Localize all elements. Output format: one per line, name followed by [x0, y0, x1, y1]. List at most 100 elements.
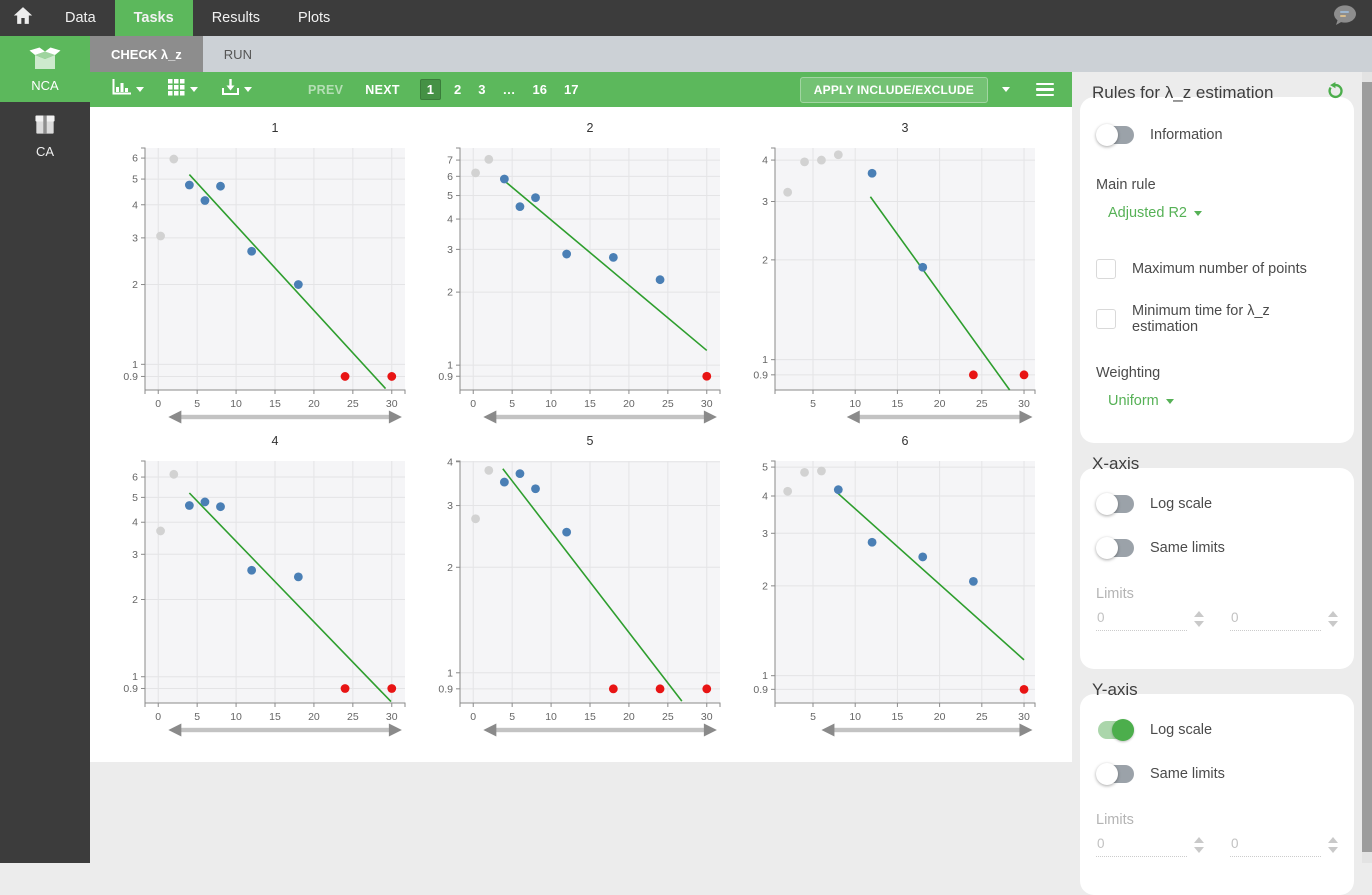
excluded-point[interactable] [655, 684, 665, 694]
included-point[interactable] [968, 576, 978, 586]
tab-check-lambda-z[interactable]: CHECK λ_z [90, 36, 203, 72]
subplot-5[interactable]: 5 0 5 10 15 20 25 30 4 3 2 1 0.9 [415, 428, 730, 738]
subplot-3[interactable]: 3 5 10 15 20 25 30 4 3 2 1 0.9 [730, 115, 1045, 425]
tab-run[interactable]: RUN [223, 46, 252, 62]
time-range-slider[interactable] [821, 723, 1033, 737]
y-limit-max-input[interactable] [1230, 836, 1321, 857]
nav-item-results[interactable]: Results [211, 10, 261, 26]
included-point[interactable] [499, 174, 509, 184]
ignored-point[interactable] [800, 157, 809, 167]
x-limit-max-stepper[interactable] [1328, 611, 1338, 631]
included-point[interactable] [562, 527, 572, 537]
included-point[interactable] [833, 485, 843, 495]
ignored-point[interactable] [800, 467, 809, 477]
scrollbar-thumb[interactable] [1362, 82, 1372, 852]
ignored-point[interactable] [169, 469, 179, 479]
time-range-slider[interactable] [168, 723, 402, 737]
ignored-point[interactable] [817, 466, 826, 476]
included-point[interactable] [655, 275, 665, 285]
apply-dropdown-caret-icon[interactable] [1002, 87, 1010, 92]
included-point[interactable] [531, 484, 540, 494]
nav-item-plots[interactable]: Plots [298, 10, 331, 26]
included-point[interactable] [562, 249, 572, 259]
x-log-scale-toggle[interactable] [1096, 492, 1134, 516]
included-point[interactable] [499, 477, 509, 487]
grid-layout-button[interactable] [168, 78, 198, 101]
excluded-point[interactable] [702, 684, 712, 694]
time-range-slider[interactable] [168, 410, 402, 424]
excluded-point[interactable] [1019, 370, 1029, 380]
y-limit-min-stepper[interactable] [1194, 837, 1204, 857]
included-point[interactable] [247, 246, 257, 256]
main-rule-select[interactable]: Adjusted R2 [1108, 205, 1338, 221]
included-point[interactable] [515, 202, 525, 212]
included-point[interactable] [918, 262, 928, 272]
panel-scrollbar[interactable] [1362, 72, 1372, 863]
excluded-point[interactable] [340, 372, 350, 381]
excluded-point[interactable] [387, 372, 397, 381]
page-button-16[interactable]: 16 [532, 82, 547, 97]
export-button[interactable] [222, 79, 252, 100]
ignored-point[interactable] [783, 187, 793, 197]
toolbar-menu-button[interactable] [1036, 82, 1054, 97]
ignored-point[interactable] [471, 168, 480, 178]
prev-page-button[interactable]: PREV [308, 82, 344, 97]
excluded-point[interactable] [702, 371, 712, 381]
y-same-limits-toggle[interactable] [1096, 762, 1134, 786]
included-point[interactable] [200, 497, 210, 507]
excluded-point[interactable] [387, 684, 397, 693]
apply-include-exclude-button[interactable]: APPLY INCLUDE/EXCLUDE [799, 76, 988, 103]
ignored-point[interactable] [156, 526, 165, 536]
page-button-3[interactable]: 3 [478, 82, 486, 97]
x-same-limits-toggle[interactable] [1096, 536, 1134, 560]
excluded-point[interactable] [340, 684, 350, 693]
included-point[interactable] [216, 502, 225, 512]
excluded-point[interactable] [608, 684, 618, 694]
sidebar-item-ca[interactable]: CA [0, 102, 90, 168]
ignored-point[interactable] [484, 154, 494, 164]
page-button-1[interactable]: 1 [419, 79, 442, 100]
y-log-scale-toggle[interactable] [1096, 718, 1134, 742]
reset-button[interactable] [1326, 81, 1344, 105]
included-point[interactable] [293, 280, 303, 289]
next-page-button[interactable]: NEXT [365, 82, 400, 97]
subplot-6[interactable]: 6 5 10 15 20 25 30 5 4 3 2 1 0.9 [730, 428, 1045, 738]
sidebar-item-nca[interactable]: NCA [0, 36, 90, 102]
home-button[interactable] [0, 0, 46, 36]
nav-item-tasks[interactable]: Tasks [114, 0, 193, 36]
x-limit-min-stepper[interactable] [1194, 611, 1204, 631]
time-range-slider[interactable] [483, 723, 717, 737]
included-point[interactable] [200, 196, 210, 205]
included-point[interactable] [293, 572, 303, 582]
excluded-point[interactable] [1019, 684, 1029, 694]
ignored-point[interactable] [169, 154, 179, 164]
time-range-slider[interactable] [483, 410, 717, 424]
information-toggle[interactable] [1096, 123, 1134, 147]
ignored-point[interactable] [833, 150, 843, 160]
weighting-select[interactable]: Uniform [1108, 393, 1338, 409]
included-point[interactable] [608, 253, 618, 262]
ignored-point[interactable] [783, 486, 793, 496]
y-limit-max-stepper[interactable] [1328, 837, 1338, 857]
nav-item-data[interactable]: Data [65, 10, 96, 26]
chart-type-button[interactable] [112, 79, 144, 100]
page-button-17[interactable]: 17 [563, 82, 579, 97]
y-limit-min-input[interactable] [1096, 836, 1187, 857]
included-point[interactable] [184, 501, 194, 510]
x-limit-max-input[interactable] [1230, 610, 1321, 631]
min-time-checkbox[interactable] [1096, 309, 1116, 329]
included-point[interactable] [918, 552, 928, 562]
included-point[interactable] [531, 193, 540, 203]
included-point[interactable] [216, 181, 225, 191]
subplot-4[interactable]: 4 0 5 10 15 20 25 30 6 5 4 3 2 10.9 [100, 428, 415, 738]
x-limit-min-input[interactable] [1096, 610, 1187, 631]
included-point[interactable] [515, 469, 525, 479]
max-points-checkbox[interactable] [1096, 259, 1116, 279]
time-range-slider[interactable] [846, 410, 1033, 424]
included-point[interactable] [247, 565, 257, 575]
included-point[interactable] [184, 180, 194, 190]
ignored-point[interactable] [817, 155, 826, 165]
ignored-point[interactable] [156, 231, 165, 241]
